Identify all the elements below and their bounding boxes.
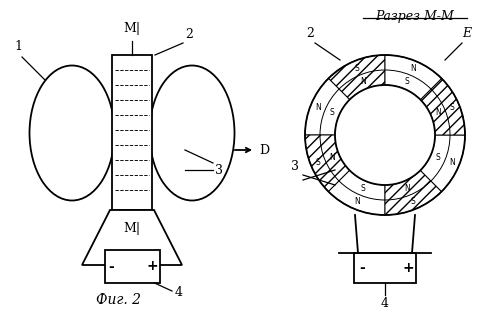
Text: -: -	[359, 261, 365, 275]
Text: D: D	[259, 144, 269, 157]
Text: М|: М|	[124, 22, 140, 35]
Circle shape	[335, 85, 435, 185]
Text: N: N	[435, 109, 441, 118]
Bar	[104, 250, 160, 283]
Text: N: N	[315, 103, 321, 112]
Wedge shape	[328, 170, 385, 215]
Ellipse shape	[30, 66, 114, 201]
Wedge shape	[420, 78, 465, 135]
Text: S: S	[360, 184, 366, 193]
Text: 4: 4	[381, 297, 389, 310]
Text: 3: 3	[215, 163, 223, 176]
Text: S: S	[316, 158, 320, 167]
Wedge shape	[305, 78, 350, 135]
Wedge shape	[385, 170, 442, 215]
Text: S: S	[404, 77, 409, 86]
Text: N: N	[410, 63, 416, 72]
Text: Разрез М-М: Разрез М-М	[376, 10, 454, 23]
Text: N: N	[449, 158, 455, 167]
Text: N: N	[329, 152, 335, 162]
Bar	[354, 253, 416, 283]
Text: S: S	[355, 63, 360, 72]
Wedge shape	[385, 55, 442, 100]
Text: N: N	[354, 198, 360, 206]
Text: 3: 3	[291, 160, 299, 173]
Wedge shape	[420, 135, 465, 191]
Wedge shape	[328, 55, 385, 100]
Text: N: N	[360, 77, 366, 86]
Text: 1: 1	[14, 40, 22, 53]
Text: E: E	[462, 27, 471, 40]
Bar	[112, 55, 152, 210]
Text: +: +	[146, 259, 158, 274]
Polygon shape	[82, 210, 182, 265]
Wedge shape	[305, 135, 350, 191]
Ellipse shape	[150, 66, 234, 201]
Text: +: +	[402, 261, 414, 275]
Text: S: S	[436, 152, 440, 162]
Text: N: N	[404, 184, 410, 193]
Text: S: S	[330, 109, 334, 118]
Text: 4: 4	[175, 287, 183, 300]
Text: 2: 2	[185, 28, 193, 41]
Text: -: -	[108, 259, 114, 274]
Text: Фиг. 2: Фиг. 2	[96, 293, 140, 307]
Text: S: S	[450, 103, 454, 112]
Text: S: S	[410, 198, 415, 206]
Text: М|: М|	[124, 222, 140, 235]
Text: 2: 2	[306, 27, 314, 40]
